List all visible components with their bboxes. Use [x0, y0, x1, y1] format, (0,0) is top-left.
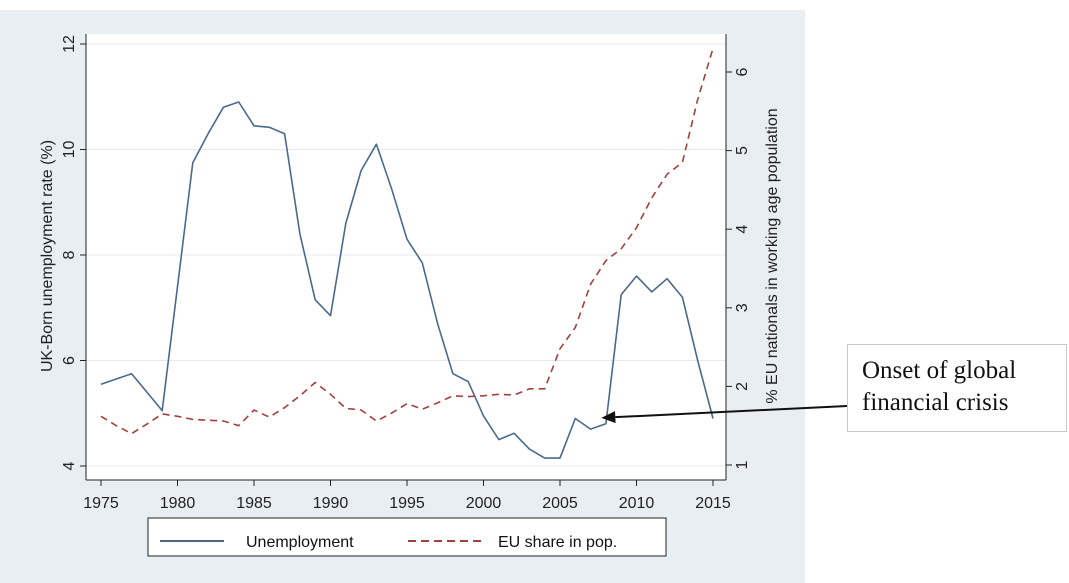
legend-box	[147, 517, 667, 557]
legend-label-eu-share: EU share in pop.	[498, 534, 617, 551]
x-tick-label-1975: 1975	[83, 495, 119, 512]
x-tick-label-1990: 1990	[313, 495, 349, 512]
y-tick-label-12: 12	[61, 35, 78, 53]
annotation-arrow-head	[601, 411, 616, 424]
y-tick-label-6: 6	[61, 356, 78, 365]
gridlines	[86, 43, 726, 467]
x-tick-label-1980: 1980	[160, 495, 196, 512]
y-tick-label-10: 10	[61, 141, 78, 159]
y-axis-label: UK-Born unemployment rate (%)	[39, 140, 56, 372]
y2-tick-label-5: 5	[734, 146, 751, 155]
x-tick-label-2010: 2010	[619, 495, 655, 512]
x-tick-label-2005: 2005	[542, 495, 578, 512]
y2-tick-label-3: 3	[734, 303, 751, 312]
x-tick-label-2000: 2000	[466, 495, 502, 512]
x-tick-label-2015: 2015	[695, 495, 731, 512]
series-layer	[100, 48, 714, 459]
y2-tick-label-4: 4	[734, 225, 751, 234]
series-line-eu-share	[100, 48, 714, 435]
y-tick-label-4: 4	[61, 461, 78, 470]
y2-tick-label-6: 6	[734, 67, 751, 76]
axes: 1975 1980 1985 1990 1995 2000 2005 2010 2015 4 6 8 1…	[61, 34, 751, 512]
legend: Unemployment EU share in pop.	[147, 517, 667, 557]
annotation-line-2: financial crisis	[862, 389, 1009, 416]
annotation-box: Onset of global financial crisis	[847, 344, 1067, 432]
y-tick-label-8: 8	[61, 250, 78, 259]
x-tick-label-1995: 1995	[389, 495, 425, 512]
annotation-arrow-shaft	[615, 405, 848, 419]
y2-tick-label-1: 1	[734, 460, 751, 469]
series-line-unemployment	[100, 101, 714, 459]
y2-axis-label: % EU nationals in working age population	[764, 108, 781, 403]
plot-area	[86, 34, 726, 480]
x-tick-label-1985: 1985	[236, 495, 272, 512]
annotation-arrow	[601, 405, 848, 424]
y2-tick-label-2: 2	[734, 382, 751, 391]
annotation-line-1: Onset of global	[862, 357, 1017, 384]
legend-label-unemployment: Unemployment	[246, 534, 354, 551]
